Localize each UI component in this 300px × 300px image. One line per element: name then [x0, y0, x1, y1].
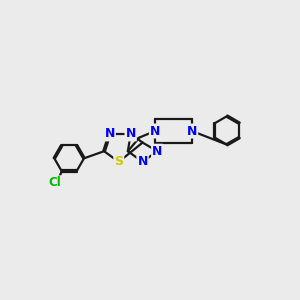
Text: N: N	[125, 128, 136, 140]
Text: N: N	[152, 145, 163, 158]
Text: Cl: Cl	[49, 176, 62, 189]
Text: N: N	[104, 128, 115, 140]
Text: S: S	[114, 155, 123, 168]
Text: N: N	[137, 155, 148, 168]
Text: N: N	[150, 124, 160, 137]
Text: N: N	[187, 124, 197, 137]
